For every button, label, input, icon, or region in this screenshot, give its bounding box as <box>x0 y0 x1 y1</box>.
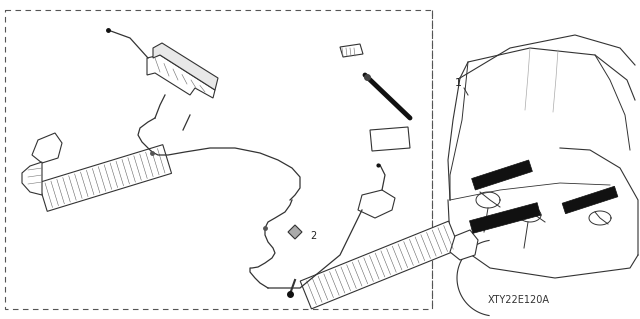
Polygon shape <box>288 225 302 239</box>
Polygon shape <box>340 44 363 57</box>
Polygon shape <box>358 190 395 218</box>
Polygon shape <box>450 230 478 260</box>
Bar <box>5 10 432 309</box>
Polygon shape <box>472 160 532 190</box>
Text: 2: 2 <box>310 231 316 241</box>
Polygon shape <box>470 203 541 233</box>
Polygon shape <box>300 221 460 309</box>
Polygon shape <box>32 133 62 163</box>
Polygon shape <box>562 186 618 214</box>
Polygon shape <box>147 55 215 98</box>
Text: 1: 1 <box>454 78 461 88</box>
Polygon shape <box>22 162 42 195</box>
Polygon shape <box>153 43 218 90</box>
Polygon shape <box>370 127 410 151</box>
Text: XTY22E120A: XTY22E120A <box>488 295 549 305</box>
Polygon shape <box>38 145 172 211</box>
